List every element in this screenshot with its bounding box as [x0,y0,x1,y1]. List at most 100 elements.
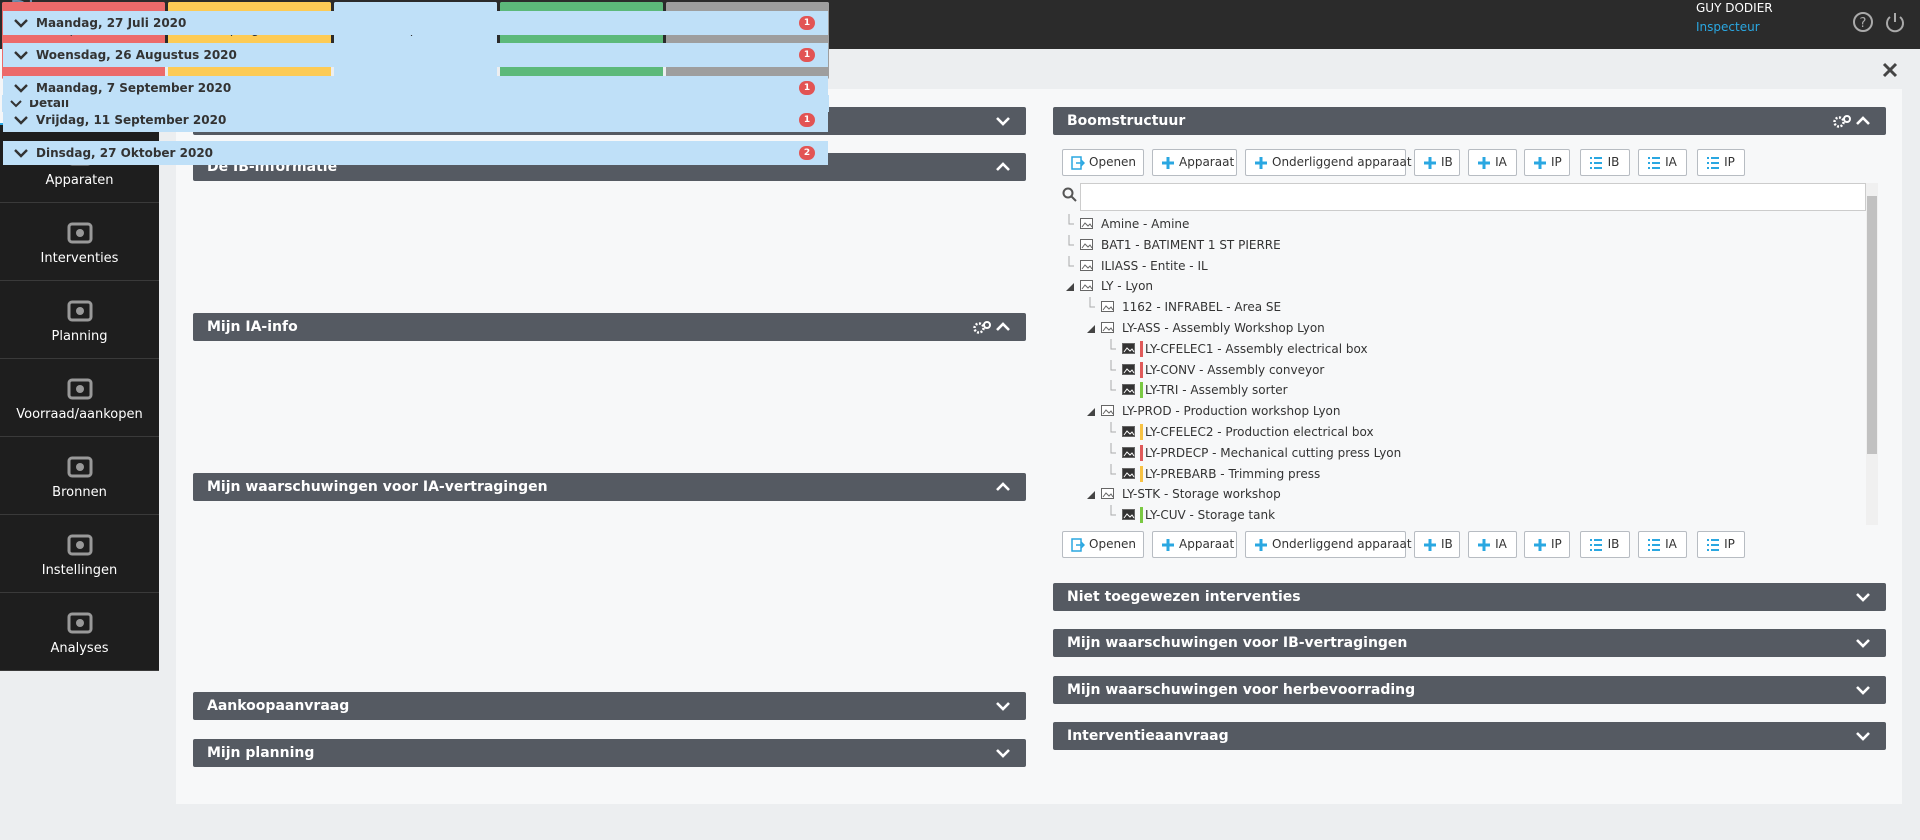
sidebar-item[interactable]: Bronnen [0,437,159,515]
button-label: IB [1441,155,1453,169]
button-label: IP [1724,155,1735,169]
toolbar-button[interactable]: IB [1580,531,1630,558]
icon [67,222,93,244]
toolbar-button[interactable]: Onderliggend apparaat [1245,531,1412,558]
sidebar-item[interactable]: Instellingen [0,515,159,593]
panel-header[interactable]: Aankoopaanvraag [193,692,1026,720]
node-icon [1080,218,1093,229]
toolbar-button[interactable]: IB [1580,149,1630,176]
toolbar-button[interactable]: IA [1468,149,1517,176]
panel-header[interactable]: Mijn IA-info [193,313,1026,341]
node-label: LY-CUV - Storage tank [1145,508,1276,523]
settings-icon [1833,115,1851,128]
button-label: IB [1607,537,1620,551]
icon [1707,157,1719,169]
panel-header[interactable]: Interventieaanvraag [1053,722,1886,750]
user-name: GUY DODIER [1696,1,1773,15]
icon [1424,157,1436,169]
icon [1162,539,1174,551]
panel-header[interactable]: Boomstructuur [1053,107,1886,135]
settings-icon [973,321,991,334]
toolbar-button[interactable]: IP [1524,531,1570,558]
icon [67,534,93,556]
toolbar-button[interactable]: Openen [1062,531,1144,558]
status-color [1140,444,1143,461]
panel-header[interactable]: Niet toegewezen interventies [1053,583,1886,611]
expand-icon [996,117,1010,126]
expand-arrow [1087,491,1095,500]
svg-text:?: ? [1860,16,1867,31]
toolbar-button[interactable]: IA [1638,531,1687,558]
warning-row[interactable]: Dinsdag, 27 Oktober 2020 2 [3,140,828,165]
toolbar-button[interactable]: Openen [1062,149,1144,176]
sidebar-item[interactable]: Interventies [0,203,159,281]
icon [1478,157,1490,169]
sidebar-item[interactable]: Voorraad/aankopen [0,359,159,437]
node-label: LY-STK - Storage workshop [1122,487,1281,502]
warning-count: 1 [799,113,815,128]
sidebar-item[interactable]: Planning [0,281,159,359]
node-label: LY-ASS - Assembly Workshop Lyon [1122,321,1325,335]
icon [1648,157,1660,169]
node-icon [1101,405,1114,417]
toolbar-button[interactable]: IB [1414,149,1460,176]
icon [67,612,93,634]
icon [10,100,22,108]
tree-line [1068,255,1074,267]
toolbar-button[interactable]: Apparaat [1152,531,1237,558]
warning-row[interactable]: Woensdag, 26 Augustus 2020 1 [3,43,828,68]
status-color [1140,465,1143,482]
warning-date: Maandag, 27 Juli 2020 [36,16,187,30]
button-label: IP [1724,537,1735,551]
toolbar-button[interactable]: IP [1697,531,1745,558]
button-label: Onderliggend apparaat [1272,537,1412,551]
panel-header[interactable]: Mijn planning [193,739,1026,767]
tree-line [1110,422,1116,433]
icon [1162,157,1174,169]
tree-line [1068,234,1074,246]
node-label: LY-CFELEC1 - Assembly electrical box [1145,341,1368,356]
tree-search[interactable] [1080,183,1866,211]
warning-count: 1 [799,16,815,30]
toolbar-button[interactable]: Onderliggend apparaat [1245,149,1412,176]
sidebar-item[interactable]: Analyses [0,593,159,671]
button-label: Openen [1089,537,1137,551]
icon [1534,539,1546,551]
warning-count: 2 [799,145,815,160]
toolbar-button[interactable]: IP [1697,149,1745,176]
expand-icon [996,702,1010,711]
tree-line [1110,442,1116,454]
icon [1424,539,1436,551]
warning-row[interactable]: Maandag, 7 September 2020 1 [3,75,828,100]
sidebar-label: Apparaten [45,173,114,188]
tree-line [1089,297,1095,308]
sidebar-label: Interventies [40,251,119,266]
user-role[interactable]: Inspecteur [1696,20,1760,34]
icon [1590,539,1602,551]
toolbar-button[interactable]: IA [1468,531,1517,558]
toolbar-button[interactable]: IB [1414,531,1460,558]
node-icon [1122,467,1135,479]
warning-count: 1 [799,80,815,95]
toolbar-button[interactable]: Apparaat [1152,149,1237,176]
panel-header[interactable]: Mijn waarschuwingen voor IA-vertragingen [193,473,1026,501]
icon [67,456,93,478]
expand-icon [996,749,1010,758]
node-label: LY-CFELEC2 - Production electrical box [1145,425,1374,439]
tree-line [1110,463,1116,475]
warning-count: 1 [799,48,815,63]
warning-row[interactable]: Vrijdag, 11 September 2020 1 [3,108,828,133]
panel-header[interactable]: Mijn waarschuwingen voor IB-vertragingen [1053,629,1886,657]
icon [14,116,28,125]
expand-icon [1856,732,1870,741]
panel-header[interactable]: Mijn waarschuwingen voor herbevoorrading [1053,676,1886,704]
toolbar-button[interactable]: IA [1638,149,1687,176]
collapse-icon [1856,116,1870,125]
collapse-icon [996,482,1010,491]
scrollbar-thumb [1867,196,1877,454]
toolbar-button[interactable]: IP [1524,149,1570,176]
warning-row[interactable]: Maandag, 27 Juli 2020 1 [3,11,828,35]
node-icon [1080,280,1093,292]
sidebar-label: Planning [51,329,108,344]
button-label: IA [1665,155,1677,169]
